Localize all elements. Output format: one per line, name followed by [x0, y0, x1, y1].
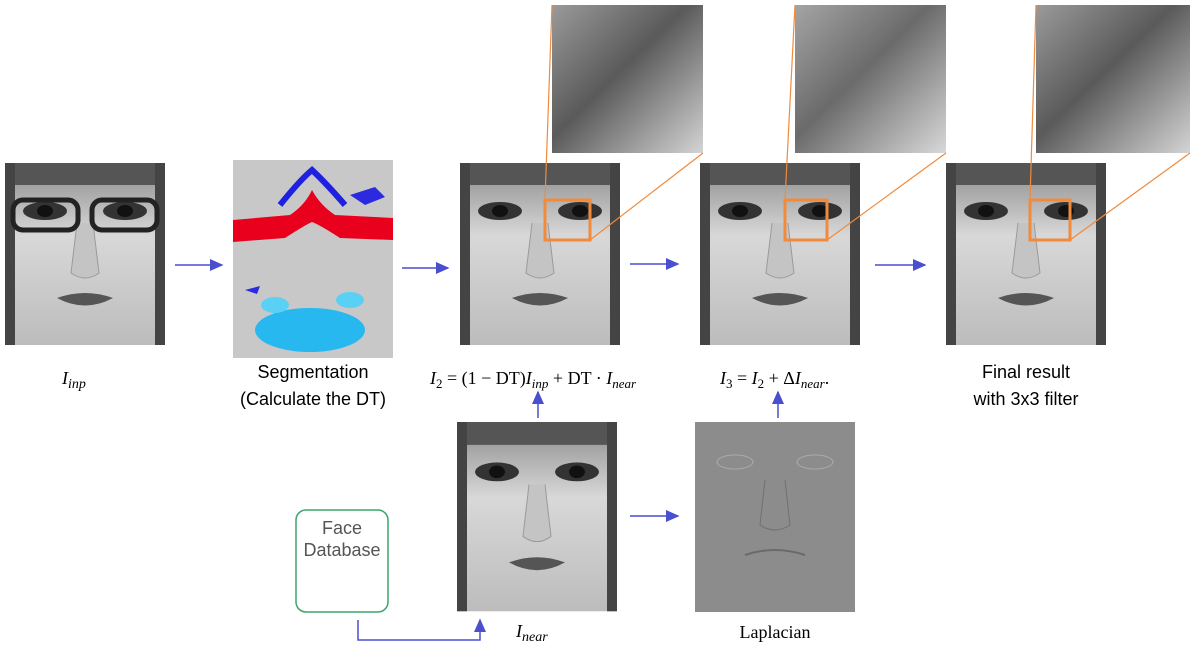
- formula-i2: I2 = (1 − DT)Iinp + DT · Inear: [429, 368, 637, 391]
- i2-face: [459, 162, 621, 346]
- final-label: Final result: [982, 362, 1070, 382]
- formula-part: =: [733, 368, 752, 388]
- segmentation-map: [233, 160, 393, 358]
- formula-part: I: [605, 368, 613, 388]
- formula-part: + Δ: [764, 368, 795, 388]
- database-label: Face: [322, 518, 362, 538]
- label-base: I: [61, 368, 69, 388]
- final-label: with 3x3 filter: [972, 389, 1078, 409]
- label-base: I: [515, 621, 523, 641]
- formula-sub: 3: [726, 376, 733, 391]
- laplacian-label: Laplacian: [740, 622, 811, 642]
- zoom-insets: [544, 4, 1191, 241]
- input-face: [4, 162, 166, 346]
- formula-part: I: [719, 368, 727, 388]
- near-face: [456, 421, 618, 612]
- formula-part: .: [825, 368, 830, 388]
- formula-part: + DT ·: [548, 368, 606, 388]
- laplacian-map: [695, 422, 855, 612]
- database-label: Database: [303, 540, 380, 560]
- formula-part: I: [751, 368, 759, 388]
- formula-i3: I3 = I2 + ΔInear.: [719, 368, 829, 391]
- segmentation-label: Segmentation: [257, 362, 368, 382]
- formula-sub: near: [801, 376, 826, 391]
- face-database-box: [295, 509, 389, 613]
- final-face: [945, 162, 1107, 346]
- formula-sub: inp: [532, 376, 549, 391]
- formula-part: I: [794, 368, 802, 388]
- formula-part: = (1 − DT): [443, 368, 526, 389]
- formula-part: I: [429, 368, 437, 388]
- segmentation-label: (Calculate the DT): [240, 389, 386, 409]
- label-near: Inear: [515, 621, 548, 645]
- formula-part: I: [525, 368, 533, 388]
- arrows: [175, 258, 927, 641]
- label-input: Iinp: [61, 368, 86, 392]
- label-sub: near: [522, 630, 548, 645]
- formula-sub: 2: [758, 376, 765, 391]
- formula-sub: near: [612, 376, 637, 391]
- i3-face: [699, 162, 861, 346]
- formula-sub: 2: [436, 376, 443, 391]
- label-sub: inp: [68, 377, 86, 392]
